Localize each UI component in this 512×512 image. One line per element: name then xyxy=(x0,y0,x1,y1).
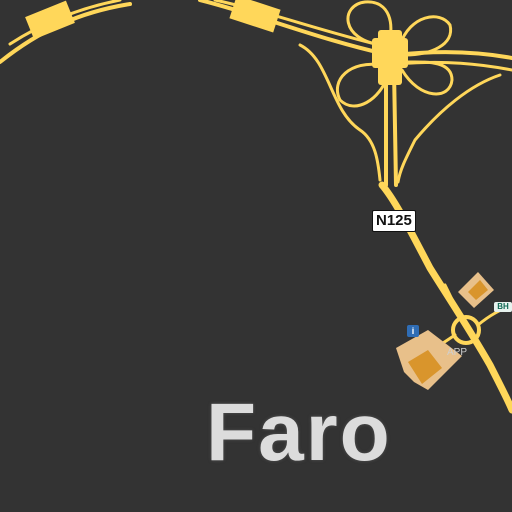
road-label-n125[interactable]: N125 xyxy=(372,210,416,232)
road-n125-inner-2 xyxy=(392,68,398,187)
ramp-west xyxy=(298,43,382,182)
highway-top xyxy=(198,0,392,57)
hotel-icon[interactable]: BH xyxy=(494,302,512,312)
interchange-loop-ne xyxy=(398,15,453,57)
poi-label[interactable]: APP xyxy=(447,347,468,358)
building-north-core xyxy=(468,280,488,300)
interchange-loop-sw xyxy=(335,62,390,108)
interchange-core-vertical xyxy=(378,30,402,85)
interchange-loop-nw xyxy=(346,0,393,47)
road-branch-north xyxy=(443,283,462,320)
highway-segment-top xyxy=(229,0,281,33)
highway-segment-nw xyxy=(25,0,75,40)
building-complex-core xyxy=(408,350,442,384)
info-icon[interactable]: i xyxy=(407,325,419,337)
city-label[interactable]: Faro xyxy=(206,387,392,478)
interchange-loop-se xyxy=(400,60,454,96)
ramp-east xyxy=(396,73,502,184)
roundabout xyxy=(451,315,481,345)
highway-east-parallel xyxy=(396,60,512,72)
